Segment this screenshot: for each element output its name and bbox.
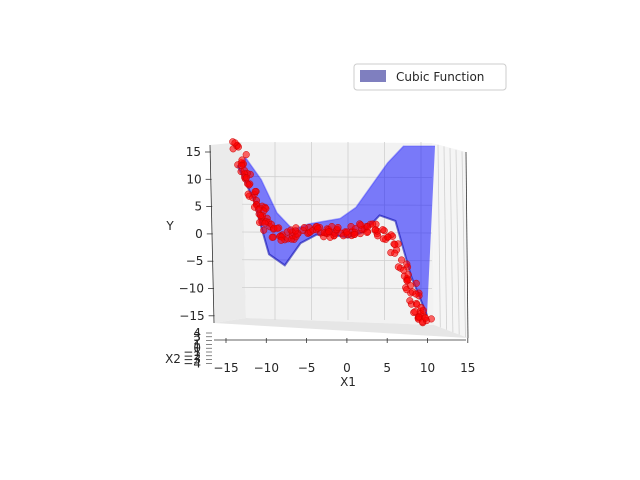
y-tick-label: −10	[179, 282, 204, 296]
scatter-point	[242, 151, 250, 159]
gridline-y	[241, 287, 433, 289]
scatter-point	[300, 224, 308, 232]
scatter-point	[357, 221, 365, 229]
scatter-point	[398, 256, 406, 264]
x2-tick-label: −2	[183, 349, 201, 363]
scatter-point	[351, 230, 359, 238]
gridline-side	[437, 144, 441, 328]
gridline-side	[449, 148, 454, 333]
scatter-point	[394, 263, 402, 271]
scatter-point	[404, 271, 412, 279]
x-tick-label: −5	[298, 361, 316, 375]
x-tick-label: −10	[254, 361, 279, 375]
scatter-point	[261, 219, 269, 227]
legend: Cubic Function	[353, 63, 507, 91]
scatter-point	[238, 162, 246, 170]
scatter-point	[334, 223, 342, 232]
scatter-point	[403, 260, 411, 268]
x2-tick-label: 3	[193, 330, 201, 344]
y-tick-label: −15	[179, 309, 204, 323]
y-axis-label: Y	[165, 219, 174, 233]
surface-back-edge	[244, 145, 435, 231]
right-axis-line	[465, 151, 469, 339]
x2-tick-label: −1	[183, 345, 201, 359]
scatter-point	[343, 228, 351, 236]
scatter-point	[412, 279, 420, 287]
scatter-point	[391, 241, 399, 249]
scatter-point	[268, 233, 276, 241]
gridline-side	[455, 149, 460, 335]
x-tick-label: 10	[420, 361, 435, 375]
x2-tick-label: 1	[193, 337, 201, 351]
scatter-point	[406, 297, 414, 305]
x2-tick-label: −3	[183, 353, 201, 367]
x-tick-label: 5	[383, 361, 391, 375]
x2-tick-label: 0	[193, 341, 201, 355]
scatter-point	[391, 249, 399, 257]
gridline-side	[443, 146, 447, 330]
scatter-point	[231, 139, 239, 147]
scatter-point	[244, 190, 252, 198]
scatter-point	[384, 233, 392, 241]
scatter-point	[419, 306, 427, 314]
scatter-point	[412, 290, 420, 298]
legend-label: Cubic Function	[396, 70, 484, 84]
x2-tick-label: 4	[193, 326, 201, 340]
x-tick-label: −15	[213, 361, 238, 375]
scatter-points	[229, 138, 435, 327]
scatter-point	[421, 314, 429, 322]
left-pane	[210, 142, 246, 323]
scatter-point	[369, 220, 377, 228]
x-tick-label: 15	[460, 361, 475, 375]
y-tick-label: 10	[186, 172, 201, 186]
tick-marks	[205, 151, 469, 364]
scatter-point	[314, 224, 322, 232]
gridline-side	[461, 151, 466, 338]
scatter-point	[427, 315, 435, 323]
floor-pane	[214, 318, 468, 338]
scatter-point	[245, 181, 253, 189]
y-tick-label: 15	[186, 145, 201, 159]
legend-swatch	[360, 70, 386, 82]
scatter-point	[256, 211, 265, 220]
scatter-point	[371, 226, 380, 234]
scatter-point	[277, 236, 285, 244]
scatter-point	[291, 227, 299, 235]
x2-axis-label: X2	[165, 352, 181, 366]
scatter-point	[251, 187, 259, 196]
x-tick-label: 0	[343, 361, 351, 375]
x2-tick-label: −4	[183, 356, 201, 370]
x2-tick-label: 2	[193, 334, 201, 348]
scatter-point	[326, 233, 334, 241]
legend-box	[353, 63, 507, 91]
scatter-point	[242, 174, 250, 182]
y-tick-label: 0	[195, 227, 203, 241]
tick-labels: −15 −10 −5 0 5 10 15151050−5−10−1543210−1−2−3−…	[179, 145, 476, 375]
scatter-point	[273, 224, 281, 232]
x-axis-label: X1	[340, 375, 356, 389]
y-tick-label: −5	[186, 254, 204, 268]
scatter-point	[260, 226, 268, 234]
scatter-point	[411, 308, 419, 316]
y-tick-label: 5	[195, 200, 203, 214]
right-pane	[432, 143, 468, 338]
